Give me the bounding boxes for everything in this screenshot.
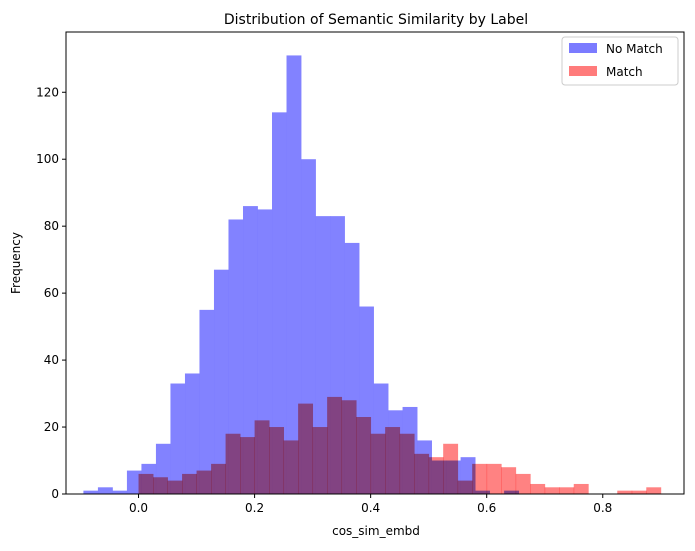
bar-match-30 — [573, 483, 589, 494]
bar-no-match-0 — [83, 490, 99, 494]
legend: No Match Match — [561, 36, 679, 86]
bar-match-28 — [544, 487, 560, 494]
bar-match-13 — [327, 396, 343, 494]
bar-match-11 — [298, 403, 314, 494]
bar-match-20 — [428, 457, 444, 494]
bar-match-22 — [457, 480, 473, 494]
bar-match-12 — [312, 427, 328, 494]
bar-match-0 — [138, 473, 154, 494]
bar-match-5 — [211, 463, 226, 494]
bar-match-3 — [182, 473, 197, 494]
bar-match-34 — [631, 490, 647, 494]
bar-match-25 — [501, 467, 517, 494]
bar-match-33 — [617, 490, 633, 494]
bar-no-match-7 — [184, 373, 200, 494]
bar-no-match-10 — [228, 219, 244, 495]
plot-frame — [65, 31, 685, 495]
bar-match-19 — [414, 453, 430, 494]
bar-no-match-11 — [242, 206, 258, 494]
bar-no-match-16 — [315, 216, 331, 494]
bar-match-29 — [559, 487, 575, 494]
bar-match-35 — [646, 487, 662, 494]
y-tick-label: 100 — [36, 152, 59, 166]
x-tick-label: 0.8 — [593, 501, 612, 515]
bar-match-4 — [196, 470, 212, 494]
bar-match-24 — [486, 463, 502, 494]
x-tick-label: 0.2 — [245, 501, 264, 515]
x-tick-label: 0.0 — [129, 501, 148, 515]
legend-swatch-match — [569, 66, 597, 76]
y-tick-label: 120 — [36, 85, 59, 99]
bar-no-match-9 — [213, 269, 229, 494]
bar-no-match-13 — [272, 112, 287, 494]
bar-no-match-2 — [112, 490, 128, 494]
bar-match-16 — [370, 433, 386, 494]
legend-label-no-match: No Match — [606, 42, 663, 56]
plot-area — [65, 31, 685, 495]
bar-match-21 — [443, 443, 459, 494]
bar-no-match-8 — [199, 309, 215, 494]
bar-match-18 — [399, 433, 415, 494]
chart-title: Distribution of Semantic Similarity by L… — [224, 12, 528, 28]
series-match — [138, 396, 662, 494]
bar-no-match-14 — [286, 55, 302, 495]
x-axis: 0.0 0.2 0.4 0.6 0.8 — [129, 494, 612, 515]
bar-match-2 — [167, 480, 183, 494]
bar-match-7 — [240, 437, 255, 494]
y-tick-label: 0 — [51, 487, 59, 501]
bar-match-26 — [515, 473, 531, 494]
bars-layer — [83, 55, 662, 495]
y-axis-label: Frequency — [9, 232, 23, 294]
y-axis: 0 20 40 60 80 100 120 — [36, 85, 66, 501]
bar-match-6 — [225, 433, 241, 494]
legend-swatch-no-match — [569, 43, 597, 53]
x-tick-label: 0.4 — [361, 501, 380, 515]
bar-match-1 — [153, 477, 168, 494]
bar-match-9 — [269, 427, 285, 494]
bar-match-15 — [356, 417, 372, 494]
bar-match-14 — [341, 400, 357, 494]
y-tick-label: 60 — [44, 286, 59, 300]
x-axis-label: cos_sim_embd — [332, 524, 420, 538]
bar-match-10 — [283, 440, 299, 494]
bar-match-27 — [530, 483, 546, 494]
y-tick-label: 80 — [44, 219, 59, 233]
bar-no-match-6 — [170, 383, 186, 494]
legend-label-match: Match — [606, 65, 643, 79]
bar-match-23 — [472, 463, 488, 494]
y-tick-label: 40 — [44, 353, 59, 367]
bar-no-match-3 — [126, 470, 142, 494]
bar-no-match-1 — [97, 487, 113, 494]
y-tick-label: 20 — [44, 420, 59, 434]
bar-match-17 — [385, 427, 401, 494]
x-tick-label: 0.6 — [477, 501, 496, 515]
bar-match-8 — [254, 420, 270, 494]
